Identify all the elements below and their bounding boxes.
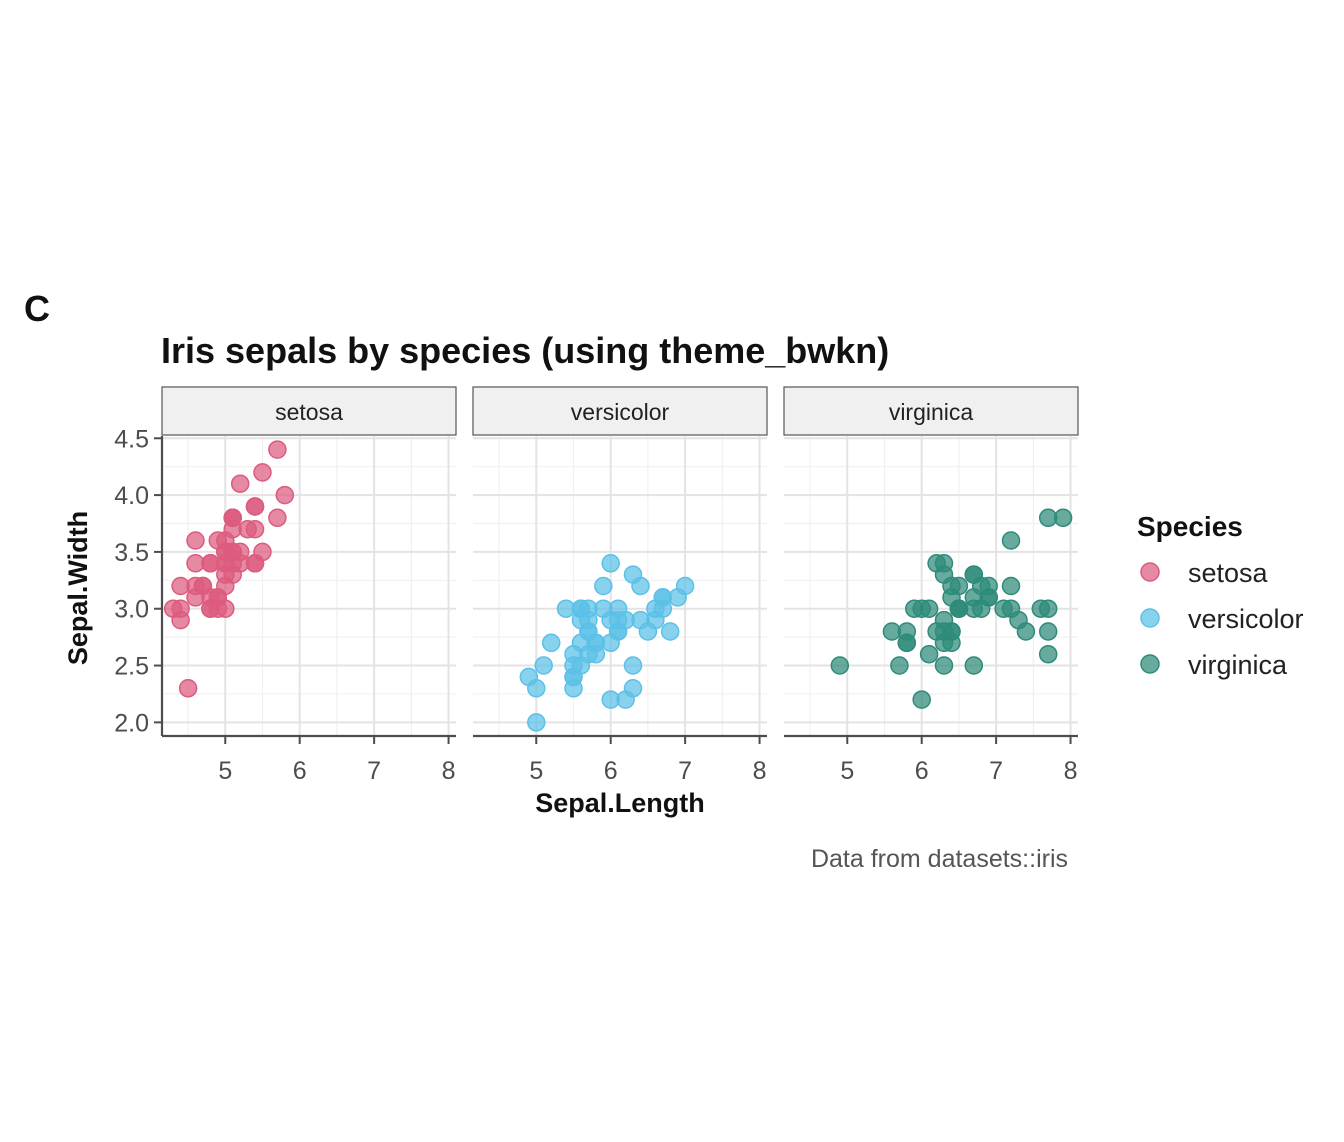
y-tick-label: 2.0 xyxy=(114,709,149,737)
data-point xyxy=(660,622,680,641)
data-point xyxy=(186,531,205,550)
x-tick-label: 8 xyxy=(753,757,767,785)
data-point xyxy=(927,554,946,573)
facet-strip-label: virginica xyxy=(889,399,974,425)
legend-key-versicolor xyxy=(1140,608,1160,628)
facet-panel-virginica: virginica 5 6 7 8 xyxy=(783,386,1079,785)
data-point xyxy=(934,656,954,675)
x-tick-label: 5 xyxy=(840,757,854,785)
data-point xyxy=(594,576,613,596)
data-point xyxy=(253,542,272,562)
data-point xyxy=(223,508,242,528)
legend-label-virginica: virginica xyxy=(1188,650,1288,680)
facet-panel-versicolor: versicolor 5 6 7 8 xyxy=(472,386,768,785)
data-point xyxy=(1001,599,1021,618)
data-point xyxy=(178,679,198,698)
points-versicolor xyxy=(519,554,695,732)
data-point xyxy=(253,463,272,482)
data-point xyxy=(919,644,939,664)
data-point xyxy=(230,474,250,493)
panel-label: C xyxy=(24,288,50,329)
data-point xyxy=(171,599,190,618)
x-tick-label: 6 xyxy=(293,757,307,785)
x-tick-label: 6 xyxy=(604,757,618,785)
data-point xyxy=(268,440,287,459)
legend-label-setosa: setosa xyxy=(1188,558,1269,588)
y-tick-label: 4.5 xyxy=(114,425,149,453)
data-point xyxy=(890,656,909,675)
legend: Species setosa versicolor virginica xyxy=(1137,511,1304,680)
x-tick-label: 7 xyxy=(989,757,1003,785)
data-point xyxy=(186,576,205,596)
y-tick-label: 3.5 xyxy=(114,539,149,567)
data-point xyxy=(601,554,620,573)
facet-strip-label: versicolor xyxy=(571,399,670,425)
legend-key-virginica xyxy=(1140,654,1160,674)
data-point xyxy=(616,610,635,630)
legend-label-versicolor: versicolor xyxy=(1188,604,1304,634)
data-point xyxy=(949,599,969,618)
y-tick-label: 2.5 xyxy=(114,653,149,681)
data-point xyxy=(216,565,235,584)
data-point xyxy=(216,542,235,562)
facet-panels: setosa 5 6 7 8 2.0 2.5 3.0 3.5 4.0 4.5 versicolor 5 6… xyxy=(114,386,1079,785)
data-point xyxy=(1038,644,1058,664)
data-point xyxy=(964,656,984,675)
y-tick-label: 3.0 xyxy=(114,596,149,624)
x-axis-title: Sepal.Length xyxy=(535,788,705,818)
facet-strip xyxy=(783,386,1079,436)
facet-strip-label: setosa xyxy=(275,399,343,425)
data-point xyxy=(653,588,673,607)
data-point xyxy=(623,656,643,675)
data-point xyxy=(245,497,265,516)
x-tick-label: 6 xyxy=(915,757,929,785)
points-virginica xyxy=(830,508,1073,709)
facet-strip xyxy=(472,386,768,436)
facet-strip xyxy=(161,386,457,436)
chart-title: Iris sepals by species (using theme_bwkn… xyxy=(161,330,889,371)
data-point xyxy=(238,519,257,539)
y-tick-label: 4.0 xyxy=(114,482,149,510)
data-point xyxy=(905,599,924,618)
x-tick-label: 8 xyxy=(1064,757,1078,785)
x-tick-label: 7 xyxy=(678,757,692,785)
data-point xyxy=(1038,599,1058,618)
data-point xyxy=(201,599,220,618)
x-tick-label: 7 xyxy=(367,757,381,785)
data-point xyxy=(964,565,984,584)
data-point xyxy=(275,485,295,505)
data-point xyxy=(934,622,954,641)
x-tick-label: 8 xyxy=(442,757,456,785)
data-point xyxy=(527,679,546,698)
data-point xyxy=(268,508,287,528)
data-point xyxy=(579,622,598,641)
data-point xyxy=(541,633,561,653)
data-point xyxy=(1053,508,1073,528)
data-point xyxy=(623,679,643,698)
data-point xyxy=(586,644,606,664)
chart-caption: Data from datasets::iris xyxy=(811,845,1068,873)
data-point xyxy=(830,656,850,675)
data-point xyxy=(534,656,553,675)
legend-title: Species xyxy=(1137,511,1243,542)
facet-panel-setosa: setosa 5 6 7 8 2.0 2.5 3.0 3.5 4.0 4.5 xyxy=(114,386,457,785)
data-point xyxy=(1038,622,1058,641)
legend-key-setosa xyxy=(1140,562,1160,582)
data-point xyxy=(1016,622,1036,641)
y-axis-title: Sepal.Width xyxy=(63,511,93,665)
data-point xyxy=(897,633,917,653)
data-point xyxy=(882,622,902,641)
data-point xyxy=(1001,576,1021,596)
points-setosa xyxy=(163,440,295,698)
x-tick-label: 5 xyxy=(218,757,232,785)
data-point xyxy=(601,633,620,653)
data-point xyxy=(912,690,931,709)
data-point xyxy=(527,713,546,732)
x-tick-label: 5 xyxy=(529,757,543,785)
data-point xyxy=(623,565,643,584)
data-point xyxy=(1001,531,1021,550)
